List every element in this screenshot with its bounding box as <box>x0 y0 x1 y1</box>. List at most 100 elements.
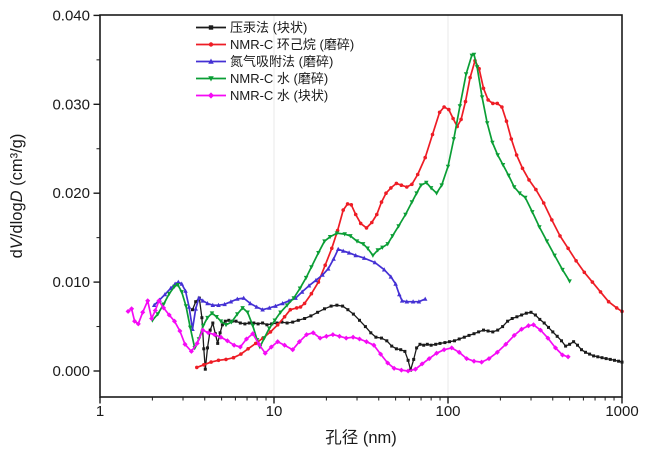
series-1-point <box>500 105 504 109</box>
series-2-point <box>399 298 405 303</box>
legend-swatch-marker <box>208 25 214 30</box>
series-4-point <box>310 330 316 336</box>
series-4-point <box>330 332 336 338</box>
y-tick-label-0.010: 0.010 <box>52 274 90 291</box>
series-1-point <box>364 226 369 230</box>
x-tick-label-1000: 1000 <box>605 403 638 420</box>
series-3-point <box>385 242 390 247</box>
series-0-point <box>592 354 596 358</box>
series-0-point <box>341 304 345 308</box>
series-0-point <box>533 313 537 317</box>
series-3-point <box>523 195 528 201</box>
series-0-point <box>220 323 224 327</box>
series-3-point <box>560 267 565 273</box>
series-1-point <box>481 86 486 91</box>
series-1-point <box>349 203 354 207</box>
series-2 <box>151 246 428 331</box>
series-2-point <box>404 299 410 304</box>
series-3-point <box>175 283 181 288</box>
series-4-line <box>127 299 569 372</box>
legend-item-0: 压汞法 (块状) <box>196 20 307 35</box>
series-0-point <box>584 350 587 354</box>
series-0-point <box>491 330 495 334</box>
series-4-point <box>464 356 470 362</box>
y-tick-label-0.000: 0.000 <box>52 363 90 380</box>
series-0-point <box>467 333 471 337</box>
series-0-point <box>604 357 608 361</box>
series-1-point <box>504 119 509 123</box>
series-2-point <box>205 300 210 306</box>
series-4-point <box>194 340 200 346</box>
series-0-point <box>265 323 269 327</box>
series-4-point <box>336 333 343 339</box>
series-4-point <box>323 333 329 339</box>
series-3-point <box>183 304 189 309</box>
series-0-point <box>560 339 563 343</box>
series-1-point <box>437 110 442 115</box>
series-0-point <box>425 342 429 346</box>
series-0-point <box>482 328 485 332</box>
series-4-point <box>182 341 188 347</box>
series-3-point <box>172 284 177 289</box>
series-0-point <box>399 348 403 352</box>
series-4-point <box>519 326 525 332</box>
plot-frame <box>99 14 623 398</box>
series-4-point <box>412 366 418 372</box>
series-4-point <box>152 307 158 314</box>
series-3-point <box>396 224 401 229</box>
series-4-point <box>378 351 384 357</box>
series-3-point <box>403 212 408 217</box>
series-1-point <box>405 185 409 189</box>
series-0-point <box>422 343 426 347</box>
series-4-point <box>171 318 178 324</box>
series-0-point <box>608 357 612 361</box>
series-4-point <box>237 344 243 350</box>
series-2-point <box>267 305 272 310</box>
series-4-point <box>156 298 162 304</box>
series-3-point <box>342 232 347 237</box>
series-0-point <box>227 318 231 322</box>
series-3-point <box>205 315 210 321</box>
series-1-point <box>298 305 303 309</box>
series-2-point <box>151 302 157 307</box>
series-2-point <box>388 274 394 279</box>
series-3-point <box>484 121 490 126</box>
series-4-point <box>419 361 425 367</box>
series-4-point <box>224 338 230 344</box>
series-1-point <box>309 291 314 296</box>
series-3-point <box>434 191 439 196</box>
series-3-point <box>316 251 321 256</box>
series-0-point <box>256 322 260 326</box>
series-0-point <box>555 334 559 338</box>
series-3-point <box>445 164 451 169</box>
series-1-point <box>389 186 393 190</box>
series-0-point <box>309 314 313 318</box>
series-4-point <box>494 349 500 355</box>
series-1-point <box>384 191 388 195</box>
series-3-point <box>511 185 517 190</box>
legend-item-label: NMR-C 水 (磨碎) <box>230 71 328 86</box>
series-1-point <box>195 365 199 370</box>
series-0-point <box>486 329 490 333</box>
series-2-point <box>325 266 331 271</box>
series-3-point <box>463 72 469 77</box>
series-0-point <box>448 340 451 344</box>
series-0-point <box>374 335 378 339</box>
series-4-point <box>304 332 310 338</box>
series-0-point <box>323 307 326 311</box>
gridlines <box>273 15 449 397</box>
series-3-point <box>200 323 206 329</box>
series-4-point <box>503 341 509 347</box>
series-3-point <box>278 310 283 315</box>
series-4-point <box>391 365 397 371</box>
series-4 <box>125 298 571 374</box>
series-3-point <box>517 191 522 196</box>
x-tick-label-1: 1 <box>96 403 104 420</box>
series-1-point <box>442 105 446 109</box>
series-3-point <box>179 290 184 295</box>
series-2-point <box>393 281 398 286</box>
series-4-point <box>530 322 537 328</box>
series-0-point <box>234 319 238 323</box>
series-1-point <box>566 246 570 251</box>
series-1-point <box>520 166 525 171</box>
